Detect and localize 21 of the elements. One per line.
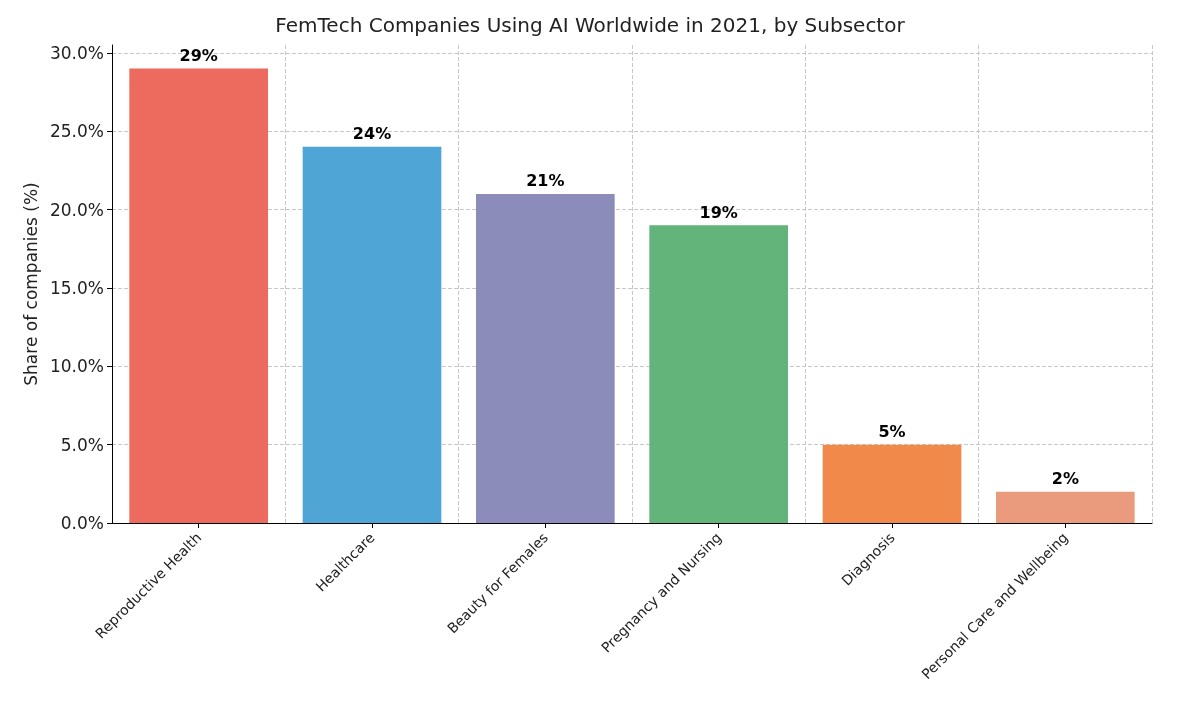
y-tick-label: 30.0% [49, 42, 104, 63]
y-axis-title: Share of companies (%) [20, 182, 41, 386]
y-tick-label: 20.0% [49, 199, 104, 220]
data-label: 24% [352, 124, 392, 144]
bar [649, 225, 788, 523]
bar [476, 193, 615, 523]
y-tick-label: 10.0% [49, 356, 104, 377]
bar [822, 444, 962, 523]
y-tick-label: 5.0% [60, 434, 104, 455]
data-label: 21% [526, 171, 565, 191]
bar [129, 68, 268, 523]
data-label: 29% [179, 46, 218, 66]
y-tick-label: 15.0% [49, 277, 104, 298]
data-label: 2% [1051, 469, 1079, 489]
y-tick-label: 0.0% [60, 513, 104, 533]
y-tick-label: 25.0% [49, 121, 104, 142]
bar [996, 491, 1135, 523]
data-label: 19% [699, 202, 738, 222]
bar [302, 146, 442, 523]
chart-title: FemTech Companies Using AI Worldwide in 2021, by Subsector [275, 13, 906, 37]
data-label: 5% [878, 422, 906, 442]
